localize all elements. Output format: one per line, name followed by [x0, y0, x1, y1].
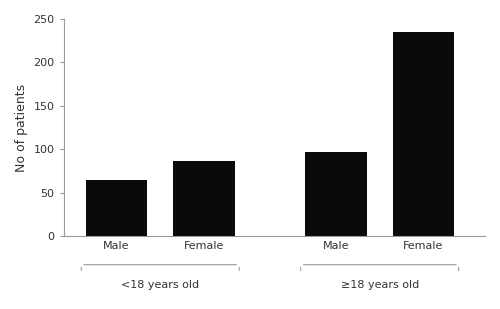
- Text: ≥18 years old: ≥18 years old: [340, 280, 419, 290]
- Bar: [393, 32, 454, 236]
- Bar: [86, 180, 147, 236]
- Bar: [305, 152, 366, 236]
- Y-axis label: No of patients: No of patients: [15, 84, 28, 172]
- Text: <18 years old: <18 years old: [121, 280, 200, 290]
- Bar: [174, 161, 235, 236]
